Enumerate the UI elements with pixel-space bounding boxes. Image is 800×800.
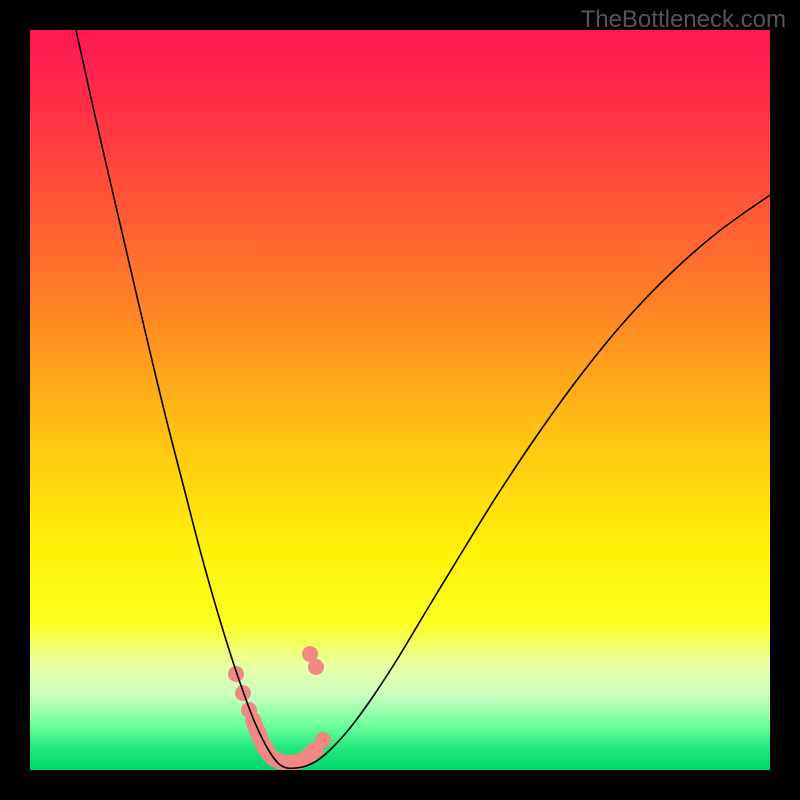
chart-background (30, 30, 770, 770)
curve-marker (302, 646, 318, 662)
curve-marker (315, 732, 331, 748)
curve-marker (228, 666, 244, 682)
curve-marker (250, 724, 266, 740)
curve-marker (241, 702, 257, 718)
bottleneck-curve-chart (30, 30, 770, 770)
